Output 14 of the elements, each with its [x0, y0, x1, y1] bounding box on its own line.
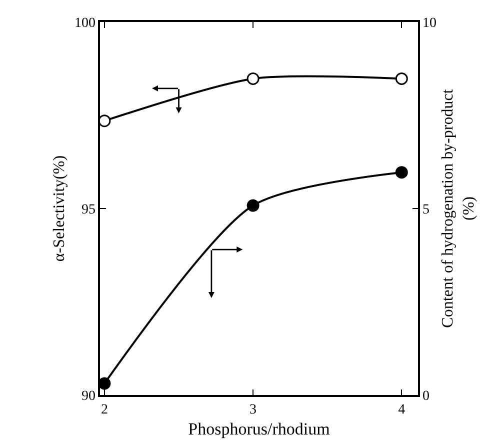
x-axis-title: Phosphorus/rhodium: [188, 419, 330, 438]
y-tick-label: 95: [81, 202, 96, 218]
y2-axis-title: Content of hydrogenation by-product (%): [440, 88, 478, 328]
x-tick-label: 2: [100, 402, 108, 418]
y2-tick-label: 10: [422, 16, 437, 31]
y-tick-label: 90: [81, 388, 96, 404]
x-tick-label: 3: [250, 402, 257, 418]
y-axis-title: α-Selectivity(%): [50, 155, 68, 262]
y-tick-label: 100: [74, 16, 96, 31]
point: [395, 166, 408, 179]
y2-tick-label: 5: [422, 202, 430, 218]
x-tick-label: 4: [398, 402, 406, 418]
point: [246, 199, 260, 212]
y2-tick-label: 0: [422, 388, 430, 404]
